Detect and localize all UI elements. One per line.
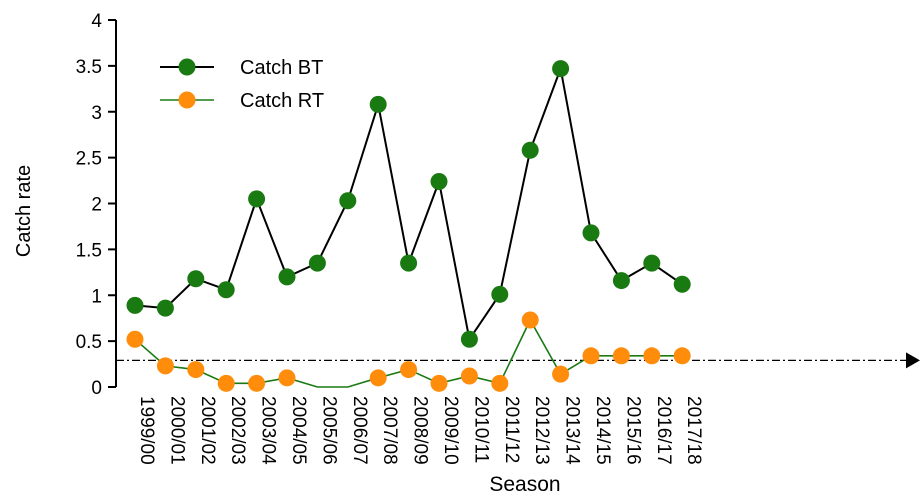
data-point xyxy=(126,296,144,314)
x-tick-label: 2008/09 xyxy=(410,396,431,465)
x-tick-label: 2014/15 xyxy=(592,396,613,465)
y-tick-label: 2 xyxy=(91,195,102,216)
x-tick-label: 2010/11 xyxy=(470,396,491,463)
x-tick-label: 2000/01 xyxy=(166,396,187,465)
y-tick-label: 3.5 xyxy=(76,57,102,78)
x-axis-label: Season xyxy=(489,473,560,491)
x-tick-label: 2001/02 xyxy=(197,396,218,465)
data-point xyxy=(612,272,630,290)
x-tick-label: 2005/06 xyxy=(318,396,339,465)
y-tick-label: 1.5 xyxy=(76,240,102,261)
y-tick-label: 0 xyxy=(91,378,102,399)
legend: Catch BT Catch RT xyxy=(160,57,324,112)
data-point xyxy=(460,367,478,385)
data-point xyxy=(673,347,691,365)
series-group xyxy=(126,60,691,392)
y-tick-label: 1 xyxy=(91,286,102,307)
data-point xyxy=(187,361,205,379)
data-point xyxy=(156,299,174,317)
y-axis-label: Catch rate xyxy=(13,165,35,257)
data-point xyxy=(248,374,266,392)
reference-arrow-icon xyxy=(906,352,920,369)
data-point xyxy=(187,270,205,288)
data-point xyxy=(369,369,387,387)
x-tick-label: 2004/05 xyxy=(288,396,309,465)
data-point xyxy=(278,268,296,286)
series-1 xyxy=(126,60,691,348)
data-point xyxy=(643,347,661,365)
legend-label: Catch RT xyxy=(240,90,324,112)
data-point xyxy=(217,281,235,299)
series-line xyxy=(134,64,683,342)
legend-label: Catch BT xyxy=(240,57,323,79)
data-point xyxy=(339,192,357,210)
data-point xyxy=(673,275,691,293)
x-tick-label: 2006/07 xyxy=(349,396,370,465)
data-point xyxy=(521,141,539,159)
x-tick-label: 2002/03 xyxy=(227,396,248,465)
data-point xyxy=(460,330,478,348)
data-point xyxy=(248,190,266,208)
x-tick-label: 2015/16 xyxy=(622,396,643,465)
axes: 0 0.5 1 1.5 2 2.5 3 3.5 4 1999/00 2000/01 2001/02 20… xyxy=(76,11,705,465)
y-tick-label: 2.5 xyxy=(76,149,102,170)
y-tick-label: 0.5 xyxy=(76,332,102,353)
data-point xyxy=(521,311,539,329)
x-tick-label: 2009/10 xyxy=(440,396,461,465)
x-tick-label: 2012/13 xyxy=(531,396,552,465)
x-tick-label: 2017/18 xyxy=(683,396,704,465)
data-point xyxy=(156,357,174,375)
data-point xyxy=(582,224,600,242)
reference-line-group xyxy=(116,352,920,369)
x-tick-label: 2013/14 xyxy=(562,396,583,465)
legend-marker xyxy=(178,58,196,76)
data-point xyxy=(643,254,661,272)
data-point xyxy=(369,95,387,113)
data-point xyxy=(400,361,418,379)
data-point xyxy=(126,330,144,348)
x-tick-label: 1999/00 xyxy=(136,396,157,465)
data-point xyxy=(430,374,448,392)
data-point xyxy=(582,347,600,365)
data-point xyxy=(491,374,509,392)
data-point xyxy=(278,369,296,387)
x-tick-label: 2011/12 xyxy=(501,396,522,463)
x-tick-label: 2016/17 xyxy=(653,396,674,465)
series-2 xyxy=(126,311,691,392)
data-point xyxy=(430,172,448,190)
x-tick-label: 2003/04 xyxy=(258,396,279,465)
y-tick-label: 3 xyxy=(91,103,102,124)
data-point xyxy=(308,254,326,272)
data-point xyxy=(217,374,235,392)
data-point xyxy=(612,347,630,365)
x-tick-label: 2007/08 xyxy=(379,396,400,465)
y-tick-label: 4 xyxy=(91,11,102,32)
data-point xyxy=(491,285,509,303)
data-point xyxy=(552,60,570,78)
data-point xyxy=(552,365,570,383)
legend-marker xyxy=(178,91,196,109)
data-point xyxy=(400,254,418,272)
